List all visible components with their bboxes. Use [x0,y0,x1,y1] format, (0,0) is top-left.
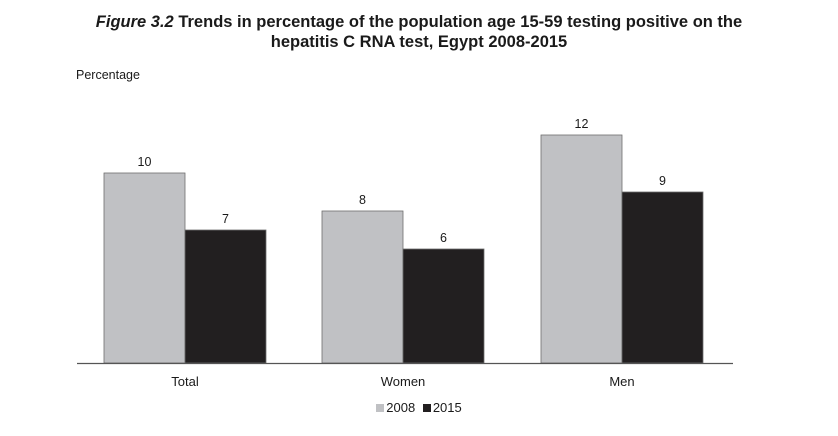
bar-women-2008 [321,210,404,364]
legend-swatch-2008 [376,404,385,412]
data-label-total-2015: 7 [222,212,229,226]
data-label-men-2015: 9 [659,174,666,188]
x-tick-label-women: Women [381,374,426,389]
data-label-women-2015: 6 [440,231,447,245]
figure-label: Figure 3.2 [95,13,174,31]
y-axis-label: Percentage [76,68,140,82]
title-line-2: hepatitis C RNA test, Egypt 2008-2015 [270,33,568,51]
bar-total-2015 [184,229,267,364]
title-line-1: Trends in percentage of the population a… [178,13,743,31]
legend-item-2015: 2015 [422,400,462,416]
chart-title: Figure 3.2 Trends in percentage of the p… [0,12,838,52]
legend: 2008 2015 [0,400,838,416]
data-label-men-2008: 12 [575,117,589,131]
bar-men-2008 [540,134,623,364]
x-tick-label-men: Men [609,374,634,389]
bar-men-2015 [621,191,704,364]
data-label-total-2008: 10 [138,155,152,169]
legend-label-2008: 2008 [386,400,416,415]
data-label-women-2008: 8 [359,193,366,207]
legend-label-2015: 2015 [432,400,462,415]
bar-chart: 10 7 Total 8 6 Women 12 9 Men [77,117,733,389]
bar-women-2015 [402,248,485,364]
x-tick-label-total: Total [171,374,199,389]
legend-swatch-2015 [422,404,431,412]
legend-item-2008: 2008 [376,400,415,416]
bar-total-2008 [103,172,186,364]
